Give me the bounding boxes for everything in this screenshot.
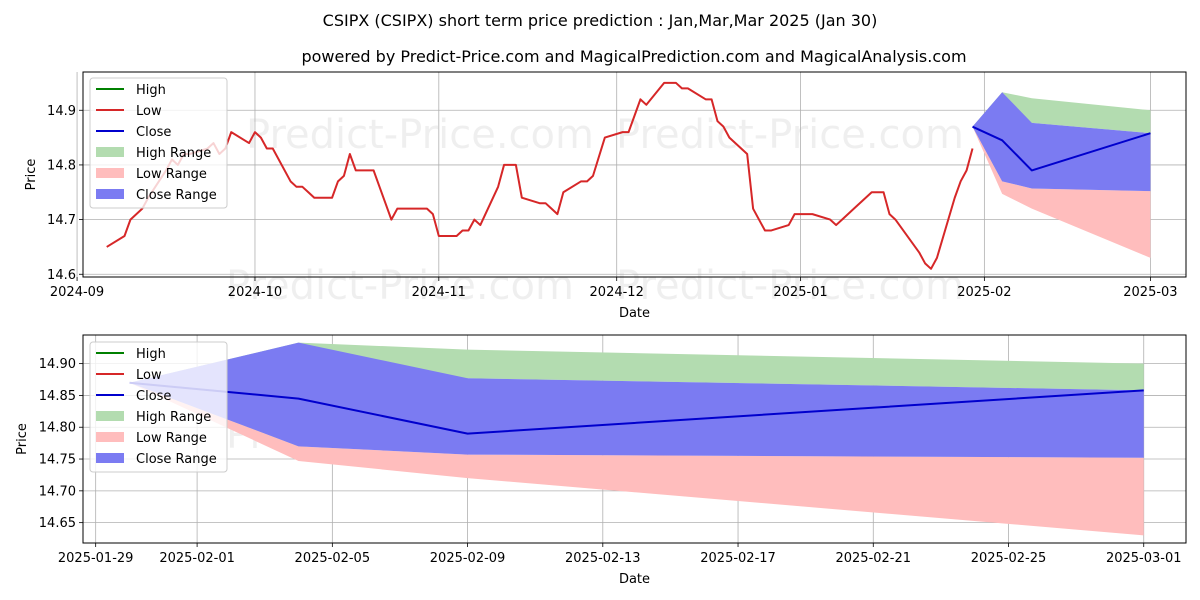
x-tick-label: 2024-09 xyxy=(50,285,104,300)
y-tick-label: 14.65 xyxy=(39,516,76,531)
watermark-text: Predict-Price.com xyxy=(616,112,964,158)
legend-box xyxy=(89,341,228,473)
low-range-band xyxy=(129,382,1144,536)
close-range-band xyxy=(129,342,1144,458)
chart-subtitle: powered by Predict-Price.com and Magical… xyxy=(301,47,966,66)
y-tick-label: 14.7 xyxy=(47,213,76,228)
legend-label: Close xyxy=(136,389,171,404)
x-tick-label: 2025-02-09 xyxy=(430,551,506,566)
x-tick-label: 2025-03-01 xyxy=(1106,551,1182,566)
watermark-text: Predict-Price.com xyxy=(246,112,594,158)
close-range-band xyxy=(972,92,1151,192)
y-axis-label: Price xyxy=(15,423,30,455)
watermark-text: Predict-Price.com xyxy=(616,263,964,309)
y-tick-label: 14.70 xyxy=(39,484,76,499)
legend-label: Close Range xyxy=(136,452,217,467)
legend-label: Close xyxy=(136,125,171,140)
chart-title: CSIPX (CSIPX) short term price predictio… xyxy=(323,11,878,30)
x-tick-label: 2025-02-13 xyxy=(565,551,641,566)
x-tick-label: 2025-01-29 xyxy=(58,551,134,566)
legend-swatch-low-range xyxy=(96,432,124,442)
y-tick-label: 14.8 xyxy=(47,158,76,173)
bottom-chart-panel: Predict-Price.comPredict-Price.com2025-0… xyxy=(15,334,1187,587)
legend-label: Low Range xyxy=(136,431,207,446)
x-tick-label: 2024-10 xyxy=(228,285,282,300)
legend-swatch-close-range xyxy=(96,453,124,463)
legend-label: Low xyxy=(136,104,162,119)
legend: High Low Close High Range Low Range Close Ran… xyxy=(89,77,228,209)
close-forecast-line xyxy=(972,125,1151,172)
legend-label: High xyxy=(136,347,166,362)
legend-label: Close Range xyxy=(136,188,217,203)
y-tick-label: 14.85 xyxy=(39,389,76,404)
legend-label: High xyxy=(136,83,166,98)
low-range-band xyxy=(972,126,1151,258)
x-tick-label: 2025-03 xyxy=(1123,285,1177,300)
x-tick-label: 2025-01 xyxy=(773,285,827,300)
x-axis-label: Date xyxy=(619,306,650,321)
legend-label: High Range xyxy=(136,146,211,161)
plot-frame xyxy=(82,334,1187,544)
low-price-line xyxy=(106,81,974,270)
plot-frame xyxy=(82,71,1187,278)
legend-label: Low Range xyxy=(136,167,207,182)
top-chart-panel: Predict-Price.com Predict-Price.com Predic… xyxy=(24,71,1187,321)
y-tick-label: 14.9 xyxy=(47,104,76,119)
x-tick-label: 2024-11 xyxy=(412,285,466,300)
legend-swatch-close-range xyxy=(96,189,124,199)
legend-label: High Range xyxy=(136,410,211,425)
y-tick-label: 14.75 xyxy=(39,453,76,468)
legend-swatch-high-range xyxy=(96,411,124,421)
y-tick-label: 14.6 xyxy=(47,268,76,283)
x-tick-label: 2025-02-05 xyxy=(295,551,371,566)
watermark-text: Predict-Price.com xyxy=(226,263,574,309)
x-tick-label: 2025-02-01 xyxy=(159,551,235,566)
legend-label: Low xyxy=(136,368,162,383)
y-axis-label: Price xyxy=(24,159,39,191)
x-tick-label: 2024-12 xyxy=(590,285,644,300)
x-tick-label: 2025-02-21 xyxy=(835,551,911,566)
x-tick-label: 2025-02-17 xyxy=(700,551,776,566)
legend-swatch-low-range xyxy=(96,168,124,178)
x-tick-label: 2025-02-25 xyxy=(971,551,1047,566)
y-tick-label: 14.80 xyxy=(39,421,76,436)
legend-box xyxy=(89,77,228,209)
x-axis-label: Date xyxy=(619,572,650,587)
y-tick-label: 14.90 xyxy=(39,357,76,372)
legend-swatch-high-range xyxy=(96,147,124,157)
x-tick-label: 2025-02 xyxy=(957,285,1011,300)
legend: High Low Close High Range Low Range Close Ran… xyxy=(89,341,228,473)
